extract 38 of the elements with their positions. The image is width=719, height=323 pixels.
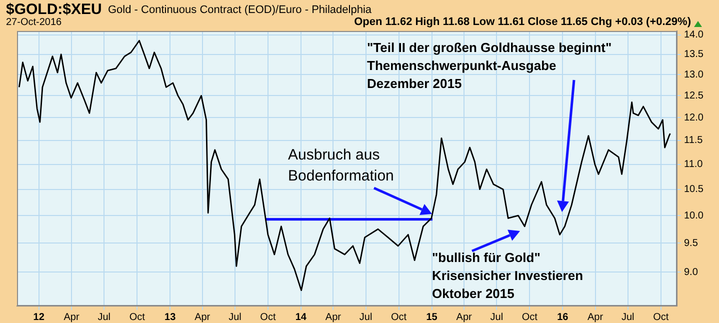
y-tick-label: 10.5 [684, 184, 704, 196]
x-tick-label: 16 [557, 312, 569, 323]
y-tick-label: 13.0 [684, 69, 704, 80]
x-tick-label: 13 [164, 312, 176, 323]
x-tick-label: Jul [490, 312, 504, 323]
x-tick-label: Jul [621, 312, 634, 323]
x-tick-label: Oct [391, 312, 407, 323]
annotation: Ausbruch aus Bodenformation [288, 146, 394, 185]
y-tick-label: 9.0 [684, 266, 698, 278]
x-tick-label: 14 [295, 312, 307, 323]
annotation: "Teil II der großen Goldhausse beginnt" Themenschwerpunkt-Ausgabe Dezember 2015 [367, 40, 612, 92]
x-tick-label: Jul [228, 312, 242, 323]
text: Open 11.62 High 11.68 Low 11.61 Close 11.65 Chg +0.03 (+0.29%) [354, 16, 691, 28]
x-tick-label: Jul [98, 312, 111, 323]
y-tick-label: 12.5 [684, 90, 704, 102]
x-tick-label: Jul [359, 312, 372, 323]
x-tick-label: Apr [194, 312, 211, 323]
chart-title: $GOLD:$XEU [6, 1, 102, 18]
x-tick-label: Oct [522, 312, 538, 323]
text: 27-Oct-2016 [6, 17, 62, 28]
x-tick-label: Apr [456, 312, 472, 323]
chart-subtitle: Gold - Continuous Contract (EOD)/Euro - Philadelphia [108, 4, 372, 16]
y-tick-label: 9.5 [684, 238, 698, 249]
x-tick-label: Oct [653, 312, 669, 323]
y-tick-label: 12.0 [684, 112, 704, 124]
y-tick-label: 10.0 [684, 210, 704, 222]
x-tick-label: Apr [587, 312, 604, 323]
x-tick-label: 15 [426, 312, 438, 323]
y-tick-label: 11.0 [684, 159, 704, 170]
x-tick-label: 12 [33, 312, 45, 323]
y-tick-label: 14.0 [684, 30, 704, 41]
y-tick-label: 11.5 [684, 135, 704, 146]
x-tick-label: Apr [325, 312, 342, 323]
x-tick-label: Oct [260, 312, 276, 323]
annotation: "bullish für Gold" Krisensicher Investieren Oktober 2015 [432, 250, 584, 302]
x-tick-label: Apr [64, 312, 80, 323]
y-tick-label: 13.5 [684, 49, 704, 60]
x-tick-label: Oct [129, 312, 146, 323]
